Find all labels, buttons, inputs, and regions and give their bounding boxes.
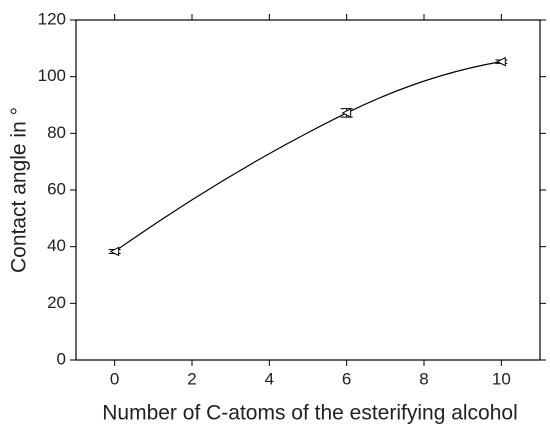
y-tick-label: 60 [47, 179, 66, 198]
y-tick-label: 0 [57, 349, 66, 368]
y-tick-label: 20 [47, 293, 66, 312]
y-tick-label: 40 [47, 236, 66, 255]
x-axis-label: Number of C-atoms of the esterifying alc… [102, 402, 518, 425]
marker [341, 108, 352, 118]
x-tick-label: 8 [419, 369, 428, 388]
marker [109, 246, 120, 257]
y-axis-label: Contact angle in ° [8, 107, 31, 273]
y-tick-label: 120 [38, 9, 66, 28]
x-tick-label: 6 [342, 369, 351, 388]
x-tick-label: 0 [110, 369, 119, 388]
plot-frame [75, 19, 541, 361]
y-tick-label: 100 [38, 66, 66, 85]
x-tick-label: 2 [187, 369, 196, 388]
x-tick-label: 4 [265, 369, 274, 388]
y-tick-label: 80 [47, 123, 66, 142]
marker [496, 56, 506, 67]
data-line [114, 61, 502, 252]
x-tick-label: 10 [492, 369, 511, 388]
